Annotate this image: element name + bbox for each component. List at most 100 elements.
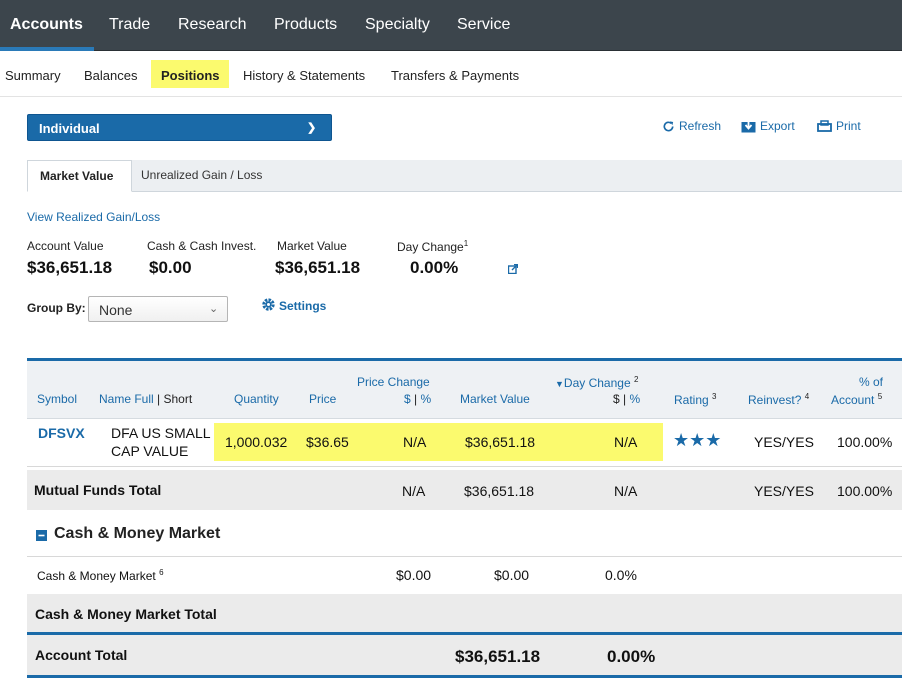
sort-desc-icon: ▼ <box>555 379 564 389</box>
day-change-value: 0.00% <box>410 258 459 277</box>
subnav-transfers-payments[interactable]: Transfers & Payments <box>391 68 520 83</box>
col-quantity[interactable]: Quantity <box>234 392 279 406</box>
row-highlight <box>214 423 663 461</box>
account-total-label: Account Total <box>35 647 128 663</box>
view-realized-gain-loss-link[interactable]: View Realized Gain/Loss <box>27 210 161 224</box>
star-icon: ★ <box>705 430 722 450</box>
col-account[interactable]: Account 5 <box>831 392 883 407</box>
cash-label: Cash & Cash Invest. <box>147 239 257 253</box>
external-link-icon[interactable] <box>507 262 519 277</box>
positions-highlight <box>151 60 229 88</box>
group-by-value: None <box>99 302 133 318</box>
col-rating[interactable]: Rating 3 <box>674 392 717 407</box>
account-total-market-value: $36,651.18 <box>455 647 541 666</box>
refresh-label: Refresh <box>679 119 722 133</box>
row-quantity: 1,000.032 <box>225 434 288 450</box>
mf-total-reinvest: YES/YES <box>754 483 814 499</box>
nav-accounts[interactable]: Accounts <box>10 16 83 33</box>
row-price-change: N/A <box>403 434 427 450</box>
cash-row-market-value: $0.00 <box>494 567 530 583</box>
star-icon: ★ <box>673 430 690 450</box>
chevron-down-icon: ❯ <box>307 122 317 134</box>
row-day-change: N/A <box>614 434 638 450</box>
cash-total-label: Cash & Money Market Total <box>35 606 217 622</box>
tab-unrealized-gain-loss[interactable]: Unrealized Gain / Loss <box>141 168 263 182</box>
nav-specialty[interactable]: Specialty <box>365 16 430 33</box>
cash-total-row <box>27 594 902 632</box>
row-name-line2: CAP VALUE <box>111 443 189 459</box>
rating-stars: ★★★ <box>673 430 721 451</box>
account-value-label: Account Value <box>27 239 104 253</box>
export-icon <box>741 120 756 133</box>
collapse-icon[interactable] <box>36 529 47 544</box>
cash-value: $0.00 <box>149 258 192 277</box>
gear-icon <box>262 298 275 311</box>
cash-section-title: Cash & Money Market <box>54 525 221 542</box>
mf-total-market-value: $36,651.18 <box>464 483 535 499</box>
nav-trade[interactable]: Trade <box>109 16 151 33</box>
group-by-select[interactable]: None ⌄ <box>88 296 228 322</box>
row-symbol-link[interactable]: DFSVX <box>38 425 85 441</box>
col-name[interactable]: Name Full | Short <box>99 392 193 406</box>
col-market-value[interactable]: Market Value <box>460 392 530 406</box>
account-total-top-rule <box>27 632 902 635</box>
col-price-change-units[interactable]: $ | % <box>404 392 432 406</box>
cash-row-day-change: 0.0% <box>605 567 637 583</box>
mf-total-day-change: N/A <box>614 483 638 499</box>
nav-service[interactable]: Service <box>457 16 511 33</box>
refresh-button[interactable]: Refresh <box>662 119 721 133</box>
print-label: Print <box>836 119 861 133</box>
col-symbol[interactable]: Symbol <box>37 392 78 406</box>
account-total-day-change: 0.00% <box>607 647 656 666</box>
account-value: $36,651.18 <box>27 258 113 277</box>
col-pct-of[interactable]: % of <box>859 375 884 389</box>
tab-market-value-label: Market Value <box>40 169 114 183</box>
account-total-bottom-rule <box>27 675 902 678</box>
account-selector-value: Individual <box>39 121 100 136</box>
sub-nav: Summary Balances Positions History & Sta… <box>0 51 902 97</box>
cash-row-label: Cash & Money Market 6 <box>37 568 164 583</box>
subnav-summary[interactable]: Summary <box>5 68 61 83</box>
col-day-change-units[interactable]: $ | % <box>613 392 641 406</box>
subnav-positions[interactable]: Positions <box>161 68 220 83</box>
account-total-row <box>27 635 902 675</box>
col-reinvest[interactable]: Reinvest? 4 <box>748 392 810 407</box>
divider <box>27 556 902 557</box>
col-price-change[interactable]: Price Change <box>357 375 430 389</box>
account-selector[interactable]: Individual ❯ <box>27 114 332 141</box>
market-value-label: Market Value <box>277 239 347 253</box>
refresh-icon <box>663 121 674 132</box>
row-reinvest: YES/YES <box>754 434 814 450</box>
settings-button[interactable]: Settings <box>261 297 326 313</box>
export-label: Export <box>760 119 795 133</box>
col-day-change[interactable]: ▼Day Change 2 <box>555 375 639 390</box>
mf-total-price-change: N/A <box>402 483 426 499</box>
print-icon <box>817 120 832 132</box>
star-icon: ★ <box>689 430 706 450</box>
value-tabs: Market Value Unrealized Gain / Loss <box>27 160 902 192</box>
mutual-funds-total-row <box>27 470 902 510</box>
group-by-label: Group By: <box>27 301 86 315</box>
day-change-label: Day Change1 <box>397 239 469 254</box>
print-button[interactable]: Print <box>817 119 861 133</box>
nav-research[interactable]: Research <box>178 16 247 33</box>
top-nav: Accounts Trade Research Products Special… <box>0 0 902 51</box>
chevron-down-icon: ⌄ <box>209 303 219 315</box>
subnav-balances[interactable]: Balances <box>84 68 138 83</box>
row-market-value: $36,651.18 <box>465 434 536 450</box>
cash-row-price: $0.00 <box>396 567 432 583</box>
table-header <box>27 358 902 419</box>
mf-total-label: Mutual Funds Total <box>34 482 162 498</box>
subnav-history-statements[interactable]: History & Statements <box>243 68 366 83</box>
tab-market-value[interactable]: Market Value <box>27 160 132 192</box>
row-price: $36.65 <box>306 434 349 450</box>
row-pct-account: 100.00% <box>837 434 893 450</box>
market-value: $36,651.18 <box>275 258 361 277</box>
nav-products[interactable]: Products <box>274 16 338 33</box>
mf-total-pct-account: 100.00% <box>837 483 893 499</box>
active-nav-indicator <box>0 47 94 51</box>
row-name-line1: DFA US SMALL <box>111 425 211 441</box>
export-button[interactable]: Export <box>741 119 795 133</box>
col-price[interactable]: Price <box>309 392 337 406</box>
settings-label: Settings <box>279 299 327 313</box>
